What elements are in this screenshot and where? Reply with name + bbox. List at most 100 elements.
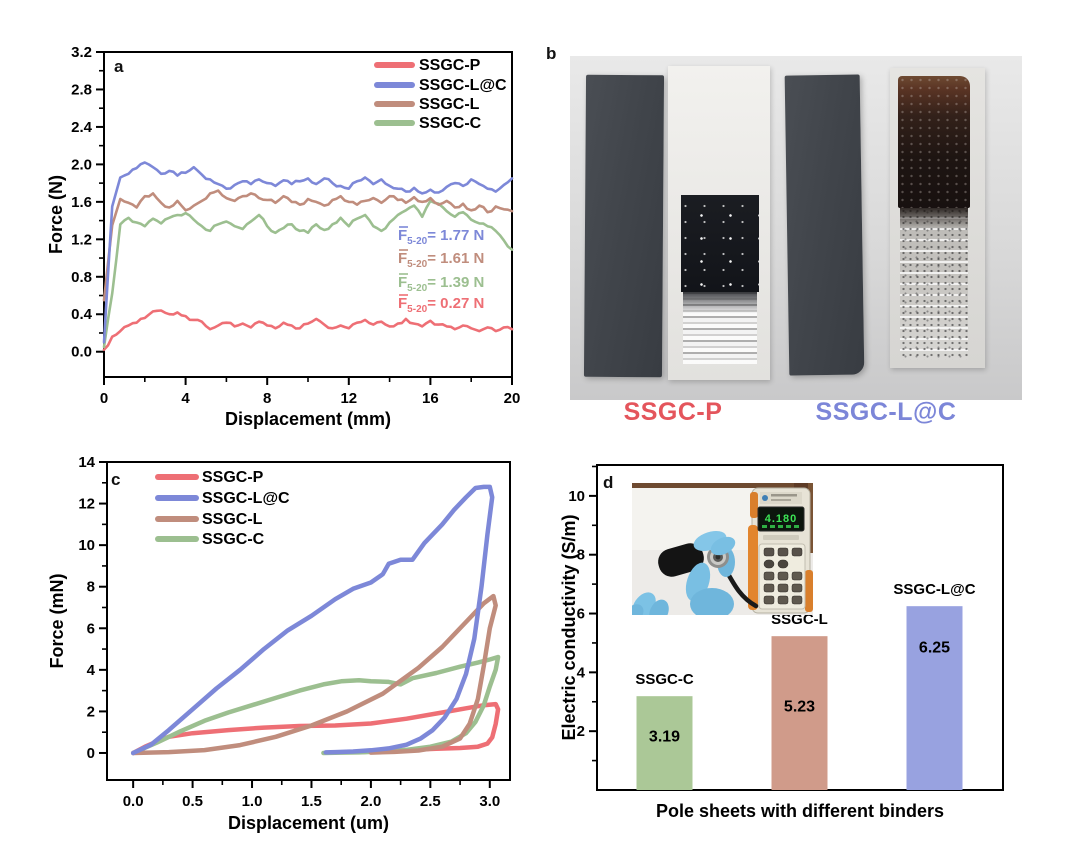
meter-display-minor-segment	[778, 525, 783, 528]
bar-value-label: 5.23	[784, 698, 815, 715]
peel-test-tape-ssgc-lc	[890, 68, 985, 368]
mean-force-annotation: F5-20= 1.61 N	[398, 250, 484, 270]
x-axis-title: Displacement (mm)	[225, 409, 391, 429]
y-tick-label: 2	[87, 703, 95, 720]
meter-display-minor-segment	[762, 525, 767, 528]
glove2-fingertip2	[649, 599, 669, 615]
y-tick-label: 2.0	[71, 156, 92, 173]
meter-key	[763, 547, 775, 557]
y-tick-label: 12	[78, 496, 95, 513]
meter-key	[763, 583, 775, 593]
meter-key	[791, 571, 803, 581]
adhered-coating-region	[898, 76, 970, 208]
x-tick-label: 1.0	[242, 793, 263, 810]
meter-key	[763, 595, 775, 605]
meter-orange-top-left	[750, 492, 758, 518]
legend-label-SSGC-P: SSGC-P	[419, 57, 481, 74]
series-SSGC-P	[102, 309, 514, 352]
meter-key	[763, 571, 775, 581]
legend-label-SSGC-L@C: SSGC-L@C	[202, 490, 290, 507]
x-tick-label: 8	[263, 390, 271, 407]
panel-d-conductivity-chart: 2 4 6 8 10 Pole sheets with different binders…	[560, 464, 1004, 821]
mean-force-annotation: F5-20= 0.27 N	[398, 295, 484, 315]
meter-header-text-line	[771, 494, 797, 497]
axis-frame	[106, 461, 511, 781]
legend-label-SSGC-L: SSGC-L	[202, 511, 263, 528]
y-tick-label: 0.8	[71, 269, 92, 286]
meter-key	[791, 595, 803, 605]
series-SSGC-L	[102, 189, 514, 302]
y-axis-title: Force (mN)	[47, 573, 67, 668]
meter-key	[791, 583, 803, 593]
y-axis-title: Force (N)	[46, 175, 66, 254]
series-SSGC-C	[130, 654, 501, 756]
mean-force-annotation: F5-20= 1.77 N	[398, 227, 484, 247]
black-sample	[658, 543, 704, 577]
series-SSGC-C	[102, 199, 514, 349]
panel-b-label: b	[546, 44, 557, 63]
bar-SSGC-L@C	[906, 606, 963, 790]
tape-residue-region	[683, 292, 757, 364]
y-tick-label: 6	[87, 620, 95, 637]
series-SSGC-L	[130, 593, 498, 756]
meter-label-plate	[763, 535, 799, 540]
y-tick-label: 4	[577, 664, 586, 681]
light-residue-region	[900, 208, 968, 360]
x-tick-label: 1.5	[301, 793, 322, 810]
x-tick-label: 20	[504, 390, 521, 407]
y-tick-label: 1.6	[71, 194, 92, 211]
series-SSGC-L@C	[130, 484, 495, 756]
x-tick-label: 0	[100, 390, 108, 407]
x-axis-title: Pole sheets with different binders	[656, 801, 944, 821]
legend-label-SSGC-L@C: SSGC-L@C	[419, 77, 507, 94]
glove-finger-top2	[710, 536, 736, 556]
glove2-fingertip3	[632, 604, 644, 615]
meter-orange-left-rail	[748, 525, 758, 610]
x-tick-label: 16	[422, 390, 439, 407]
electrode-strip-ssgc-lc-intact	[784, 74, 865, 376]
y-tick-label: 4	[87, 662, 96, 679]
meter-key	[763, 559, 775, 569]
meter-key	[777, 583, 789, 593]
bar-value-label: 3.19	[649, 729, 680, 746]
y-tick-label: 6	[577, 606, 585, 623]
y-tick-label: 0.4	[71, 306, 93, 323]
meter-key	[777, 559, 789, 569]
legend-label-SSGC-P: SSGC-P	[202, 469, 264, 486]
bar-value-label: 6.25	[919, 640, 950, 657]
meter-display-minor-segment	[770, 525, 775, 528]
electrode-strip-ssgc-p-intact	[583, 74, 665, 378]
x-tick-label: 2.0	[360, 793, 381, 810]
bar-SSGC-C	[636, 696, 693, 790]
meter-key	[777, 547, 789, 557]
y-tick-label: 14	[78, 454, 95, 471]
peel-test-tape-ssgc-p	[668, 66, 770, 380]
y-tick-label: 3.2	[71, 44, 92, 61]
panel-c-label: c	[111, 470, 121, 489]
meter-key	[777, 571, 789, 581]
y-tick-label: 10	[568, 488, 585, 505]
panel-d-label: d	[603, 473, 614, 492]
meter-display-minor-segment	[794, 525, 799, 528]
glove-palm	[690, 588, 734, 615]
peeled-coating-region	[681, 195, 759, 292]
panel-a-label: a	[114, 57, 124, 76]
meter-display	[757, 506, 805, 532]
y-tick-label: 10	[78, 537, 95, 554]
y-tick-label: 0	[87, 745, 95, 762]
meter-logo	[762, 495, 768, 501]
probe-tip	[715, 554, 721, 560]
meter-display-reading: 4.180	[765, 513, 798, 525]
meter-orange-right-rail	[805, 570, 813, 612]
caption-ssgc-p: SSGC-P	[623, 398, 723, 426]
pole-sheet-photo	[570, 56, 1022, 400]
y-tick-label: 1.2	[71, 231, 92, 248]
meter-header-text-line2	[771, 499, 791, 501]
conductivity-meter-photo: 4.180	[632, 483, 813, 615]
x-tick-label: 12	[340, 390, 357, 407]
panel-a-force-displacement-chart: 0 4 8 12 16 20 0.0 0.4 0.8 1.2 1.6 2.0 2.4 2.8 3.2 Disp…	[46, 44, 521, 429]
peeled-copper-region	[678, 71, 761, 198]
meter-key	[777, 595, 789, 605]
wood-table-edge	[632, 483, 813, 488]
